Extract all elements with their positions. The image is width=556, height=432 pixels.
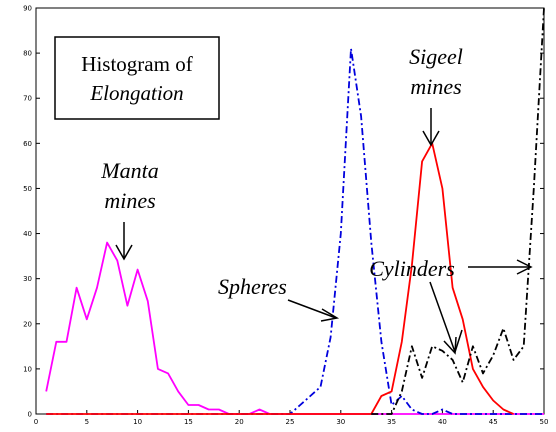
- y-tick-label: 50: [23, 185, 32, 193]
- x-tick-label: 45: [489, 418, 498, 426]
- x-tick-label: 30: [336, 418, 345, 426]
- annotation-cylinders-text: Cylinders: [369, 256, 455, 281]
- annotation-manta-line-1: Manta: [100, 158, 158, 183]
- x-tick-label: 5: [85, 418, 89, 426]
- y-tick-label: 90: [23, 5, 32, 13]
- series-line-manta: [45, 241, 544, 415]
- x-tick-label: 0: [34, 418, 38, 426]
- x-tick-label: 25: [286, 418, 295, 426]
- x-tick-label: 50: [540, 418, 549, 426]
- annotation-spheres-text: Spheres: [218, 274, 287, 299]
- y-tick-label: 30: [23, 275, 32, 283]
- annotation-spheres: Spheres: [218, 274, 340, 322]
- series-line-cylinders: [371, 7, 545, 415]
- annotation-sigeel-line-2: mines: [410, 74, 461, 99]
- y-tick-label: 20: [23, 320, 32, 328]
- x-tick-label: 20: [235, 418, 244, 426]
- annotation-cylinders: Cylinders: [369, 256, 533, 355]
- x-tick-label: 10: [133, 418, 142, 426]
- x-tick-label: 35: [387, 418, 396, 426]
- annotation-sigeel-line-1: Sigeel: [409, 44, 463, 69]
- x-tick-label: 40: [438, 418, 447, 426]
- y-tick-label: 60: [23, 140, 32, 148]
- y-tick-label: 0: [28, 411, 32, 419]
- annotation-manta: Manta mines: [100, 158, 159, 261]
- y-tick-label: 40: [23, 230, 32, 238]
- y-tick-label: 80: [23, 50, 32, 58]
- title-line-2: Elongation: [89, 81, 183, 105]
- arrow-spheres: [287, 299, 340, 322]
- arrow-sigeel: [422, 108, 440, 147]
- title-box-frame: [54, 36, 220, 120]
- arrow-manta: [115, 222, 133, 261]
- annotation-sigeel: Sigeel mines: [409, 44, 463, 147]
- arrow-cylinders-down-2: [454, 329, 463, 353]
- x-tick-label: 15: [184, 418, 193, 426]
- series-lines: [45, 7, 545, 415]
- y-tick-label: 70: [23, 95, 32, 103]
- annotation-manta-line-2: mines: [104, 188, 155, 213]
- y-tick-label: 10: [23, 365, 32, 373]
- title-box: Histogram of Elongation: [54, 36, 220, 120]
- arrow-cylinders-right: [468, 259, 533, 275]
- title-line-1: Histogram of: [81, 52, 192, 76]
- axis-ticks: 0 5 10 15 20 25 30 35 40 45 50 0 10 20 30 40 50 60 70 80 90: [23, 5, 548, 427]
- arrow-cylinders-down: [429, 281, 457, 355]
- series-line-sigeel: [46, 142, 514, 415]
